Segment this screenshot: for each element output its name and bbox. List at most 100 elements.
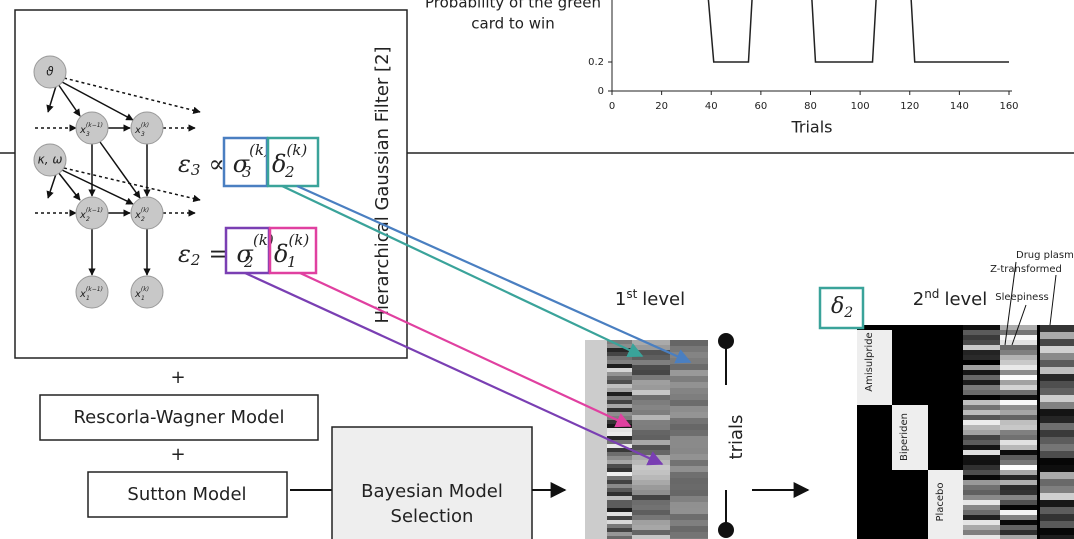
stripe <box>670 466 708 472</box>
stripe <box>607 528 632 532</box>
model-label: Rescorla-Wagner Model <box>73 407 284 428</box>
stripe <box>1040 409 1074 416</box>
symbol: δ <box>831 294 844 319</box>
superscript: (k) <box>286 141 307 159</box>
stripe <box>632 445 670 450</box>
figure: Probability of the green card to win Tri… <box>0 0 1074 539</box>
stripe <box>1040 423 1074 430</box>
x-tick-label: 60 <box>755 101 768 112</box>
stripe <box>1040 388 1074 395</box>
stripe <box>670 364 708 370</box>
stripe <box>963 445 1000 450</box>
stripe <box>1000 450 1037 455</box>
stripe <box>963 385 1000 390</box>
stripe <box>963 490 1000 495</box>
x-tick-label: 40 <box>705 101 718 112</box>
stripe <box>607 380 632 384</box>
stripe <box>963 415 1000 420</box>
stripe <box>1000 370 1037 375</box>
stripe <box>963 350 1000 355</box>
stripe <box>963 535 1000 539</box>
stripe <box>963 425 1000 430</box>
stripe <box>1000 415 1037 420</box>
stripe <box>632 385 670 390</box>
stripe <box>963 395 1000 400</box>
stripe <box>1000 490 1037 495</box>
stripe <box>607 412 632 416</box>
stripe <box>670 370 708 376</box>
stripe <box>632 365 670 370</box>
stripe <box>1000 420 1037 425</box>
annotation-pointer <box>1050 275 1056 325</box>
stripe <box>670 430 708 436</box>
stripe <box>632 495 670 500</box>
stripe <box>1000 495 1037 500</box>
stripe <box>632 405 670 410</box>
stripe <box>607 352 632 356</box>
stripe <box>607 488 632 492</box>
stripe <box>607 360 632 364</box>
node-sub: 2 <box>141 216 145 223</box>
stripe <box>670 400 708 406</box>
stripe <box>963 470 1000 475</box>
stripe <box>607 456 632 460</box>
stripe <box>1040 339 1074 346</box>
stripe <box>963 500 1000 505</box>
label-part: level <box>642 289 685 310</box>
stripe <box>607 484 632 488</box>
label-part: level <box>944 289 987 310</box>
stripe <box>1000 525 1037 530</box>
group-label: Amisulpride <box>864 332 875 391</box>
stripe <box>607 524 632 528</box>
stripe <box>963 510 1000 515</box>
stripe <box>607 472 632 476</box>
stripe <box>670 424 708 430</box>
stripe <box>670 436 708 442</box>
stripe <box>963 420 1000 425</box>
stripe <box>1040 346 1074 353</box>
label-part: 1 <box>615 289 626 310</box>
stripe <box>1000 350 1037 355</box>
stripe <box>632 390 670 395</box>
stripe <box>1040 444 1074 451</box>
stripe <box>607 408 632 412</box>
stripe <box>632 460 670 465</box>
stripe <box>670 508 708 514</box>
stripe <box>607 372 632 376</box>
stripe <box>1000 390 1037 395</box>
symbol: ε <box>178 150 191 178</box>
stripe <box>607 400 632 404</box>
stripe <box>1000 520 1037 525</box>
stripe <box>632 465 670 470</box>
stripe <box>670 394 708 400</box>
stripe <box>607 492 632 496</box>
stripe <box>607 428 632 432</box>
stripe <box>632 395 670 400</box>
stripe <box>670 418 708 424</box>
x-tick-label: 20 <box>655 101 668 112</box>
stripe <box>1040 325 1074 332</box>
trial-plot: Probability of the green card to win Tri… <box>425 0 1019 137</box>
stripe <box>963 505 1000 510</box>
node-sub: 2 <box>86 216 90 223</box>
stripe <box>1040 500 1074 507</box>
stripe <box>1000 345 1037 350</box>
stripe <box>1040 416 1074 423</box>
stripe <box>1000 435 1037 440</box>
stripe <box>1000 395 1037 400</box>
stripe <box>1040 528 1074 535</box>
stripe <box>963 340 1000 345</box>
stripe <box>963 530 1000 535</box>
stripe <box>670 382 708 388</box>
stripe <box>670 346 708 352</box>
stripe <box>1040 514 1074 521</box>
label-part: nd <box>924 287 939 301</box>
stripe <box>1040 353 1074 360</box>
stripe <box>607 532 632 536</box>
stripe <box>963 375 1000 380</box>
stripe <box>1000 505 1037 510</box>
stripe <box>1000 470 1037 475</box>
y-tick-label: 0 <box>598 86 604 97</box>
stripe <box>963 480 1000 485</box>
